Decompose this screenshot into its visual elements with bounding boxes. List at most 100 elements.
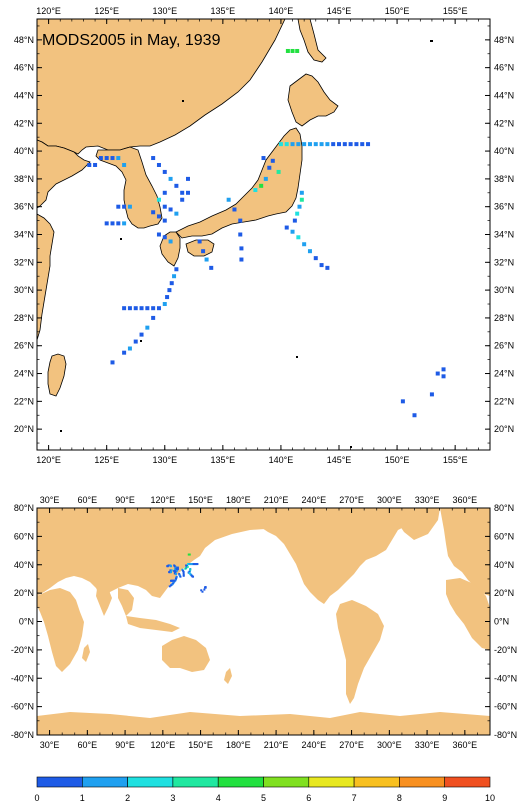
observation-cell <box>180 197 185 202</box>
colorbar-labels: 0 1 2 3 4 5 6 7 8 9 10 <box>34 793 495 803</box>
observation-cell <box>168 176 173 181</box>
observation-cell <box>116 221 121 226</box>
observation-cell <box>151 210 156 215</box>
observation-cell <box>302 242 307 247</box>
lon-tick-label-bottom: 150°E <box>188 740 213 750</box>
observation-cell <box>110 156 115 161</box>
lon-tick-label-bottom: 300°E <box>377 740 402 750</box>
colorbar-label: 2 <box>125 793 130 803</box>
observation-cell <box>93 162 98 167</box>
observation-cell <box>253 188 258 193</box>
lon-tick-label-top: 125°E <box>94 6 119 16</box>
observation-cell <box>284 142 289 147</box>
colorbar-label: 8 <box>397 793 402 803</box>
observation-cell <box>307 249 312 254</box>
greenland <box>392 508 440 540</box>
lat-tick-label-left: 48°N <box>14 35 34 45</box>
observation-cell <box>116 156 121 161</box>
observation-cell <box>232 207 237 212</box>
lat-tick-label-left: 34°N <box>14 230 34 240</box>
observation-cell <box>441 374 446 379</box>
colorbar-box <box>127 776 174 788</box>
colorbar-box <box>82 776 128 788</box>
observation-cell <box>296 235 301 240</box>
taiwan <box>47 353 67 397</box>
india <box>96 582 112 616</box>
observation-cell <box>186 565 189 568</box>
observation-cell <box>156 232 161 237</box>
lat-tick-label-left: 20°N <box>14 588 34 598</box>
observation-cell <box>145 306 150 311</box>
lat-tick-label-right: 34°N <box>494 230 514 240</box>
observation-cell <box>156 214 161 219</box>
colorbar-box <box>172 776 219 788</box>
lon-tick-label-bottom: 270°E <box>339 740 364 750</box>
observation-cell <box>297 204 302 209</box>
observation-cell <box>182 572 185 575</box>
lat-tick-label-right: 20°N <box>494 424 514 434</box>
madagascar <box>82 644 90 662</box>
lat-tick-label-left: -20°N <box>11 645 34 655</box>
south-america <box>336 600 384 704</box>
observation-cell <box>162 235 167 240</box>
lat-tick-label-right: 24°N <box>494 369 514 379</box>
global-observations <box>166 553 207 593</box>
observation-cell <box>175 572 178 575</box>
colorbar-label: 10 <box>485 793 495 803</box>
colorbar-box <box>353 776 400 788</box>
observation-cell <box>179 575 182 578</box>
lat-tick-label-right: -40°N <box>494 673 517 683</box>
australia <box>162 636 210 672</box>
observation-cell <box>412 413 417 418</box>
observation-cell <box>259 183 264 188</box>
observation-cell <box>299 197 304 202</box>
observation-cell <box>278 142 283 147</box>
observation-cell <box>170 565 173 568</box>
observation-cell <box>110 360 115 365</box>
lat-tick-label-right: 22°N <box>494 396 514 406</box>
observation-cell <box>104 221 109 226</box>
observation-cell <box>263 176 268 181</box>
lat-tick-label-right: 0°N <box>494 617 509 627</box>
global-map-ticks: 30°E 30°E 60°E 60°E 90°E 90°E 120°E 120°E 150°E 1… <box>11 495 517 750</box>
lon-tick-label-top: 210°E <box>264 495 289 505</box>
observation-cell <box>354 142 359 147</box>
lon-tick-label-bottom: 145°E <box>327 455 352 465</box>
colorbar-box <box>308 776 355 788</box>
observation-cell <box>122 204 127 209</box>
lat-tick-label-left: 40°N <box>14 146 34 156</box>
observation-cell <box>104 156 109 161</box>
observation-cell <box>366 142 371 147</box>
observation-cell <box>196 563 199 566</box>
observation-cell <box>290 48 295 53</box>
observation-cell <box>270 158 275 163</box>
colorbar-box <box>399 776 445 788</box>
lat-tick-label-right: -60°N <box>494 702 517 712</box>
observation-cell <box>201 249 206 254</box>
lon-tick-label-bottom: 130°E <box>152 455 177 465</box>
observation-cell <box>168 207 173 212</box>
hokkaido <box>287 73 339 127</box>
observation-cell <box>331 142 336 147</box>
observation-cell <box>167 288 172 293</box>
observation-cell <box>162 218 167 223</box>
lat-tick-label-left: 40°N <box>14 560 34 570</box>
lon-tick-label-bottom: 140°E <box>269 455 294 465</box>
lat-tick-label-left: 30°N <box>14 285 34 295</box>
observation-cell <box>285 48 290 53</box>
lat-tick-label-left: 20°N <box>14 424 34 434</box>
observation-cell <box>201 590 204 593</box>
lon-tick-label-top: 155°E <box>443 6 468 16</box>
colorbar-label: 4 <box>216 793 221 803</box>
lat-tick-label-right: 26°N <box>494 341 514 351</box>
observation-cell <box>170 571 173 574</box>
colorbar: 0 1 2 3 4 5 6 7 8 9 10 <box>34 776 495 803</box>
lat-tick-label-left: 32°N <box>14 257 34 267</box>
observation-cell <box>337 142 341 147</box>
lat-tick-label-right: 40°N <box>494 146 514 156</box>
lon-tick-label-bottom: 135°E <box>211 455 236 465</box>
korea-peninsula <box>95 146 163 229</box>
lat-tick-label-left: 0°N <box>19 617 34 627</box>
colorbar-label: 0 <box>34 793 39 803</box>
lon-tick-label-top: 150°E <box>188 495 213 505</box>
